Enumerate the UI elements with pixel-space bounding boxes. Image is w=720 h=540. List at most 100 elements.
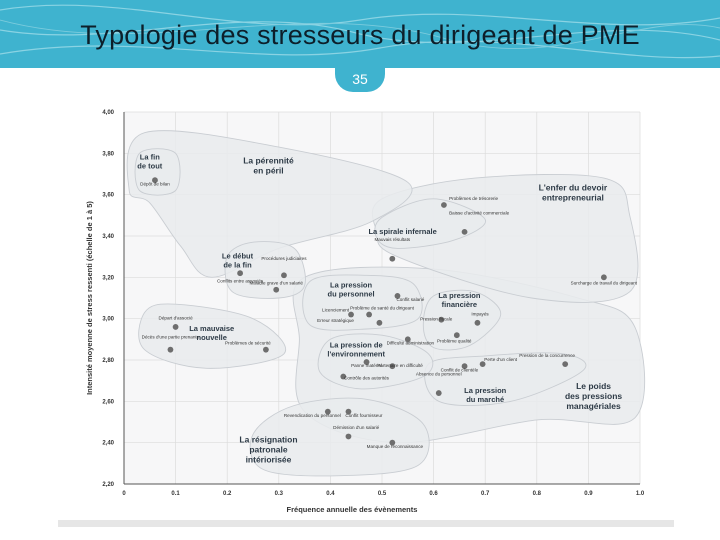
cluster-label-resignation: intériorisée	[246, 455, 292, 465]
cluster-label-resignation: La résignation	[239, 435, 297, 445]
y-tick-label: 2,40	[102, 441, 114, 447]
x-tick-label: 0.1	[171, 491, 180, 497]
banner-wave-pattern	[0, 4, 720, 59]
point-label: Panne matériel	[351, 363, 382, 368]
cluster-label-pressions-manageriales: managériales	[566, 401, 621, 411]
cluster-label-mauvaise-nouvelle: nouvelle	[197, 333, 227, 342]
data-point	[394, 293, 401, 299]
cluster-label-resignation: patronale	[249, 445, 288, 455]
cluster-label-pression-marche: La pression	[464, 386, 507, 395]
data-point	[461, 363, 468, 370]
y-tick-label: 3,60	[102, 193, 114, 199]
point-label: Conflits entre associés	[217, 279, 264, 284]
cluster-label-pression-environnement: La pression de	[330, 341, 383, 350]
cluster-pression-personnel	[302, 274, 423, 331]
y-tick-label: 3,00	[102, 317, 114, 323]
cluster-label-mauvaise-nouvelle: La mauvaise	[189, 324, 234, 333]
cluster-spirale-infernale	[374, 198, 486, 249]
data-point	[562, 361, 569, 368]
data-point	[167, 346, 174, 353]
x-tick-label: 0.3	[275, 491, 284, 497]
cluster-fin-de-tout	[134, 148, 181, 196]
data-point	[389, 255, 396, 262]
data-point	[324, 408, 331, 415]
cluster-perennite	[126, 130, 413, 278]
data-point	[348, 311, 354, 318]
cluster-label-spirale-infernale: La spirale infernale	[368, 227, 436, 236]
data-point	[435, 390, 442, 396]
point-label: Conflit fournisseur	[345, 413, 382, 418]
data-point	[376, 319, 383, 326]
data-point	[404, 336, 411, 343]
point-label: Pression de la concurrence	[519, 353, 575, 358]
point-label: Démission d'un salarié	[333, 425, 380, 430]
cluster-label-pression-financiere: financière	[442, 300, 477, 309]
x-tick-label: 0	[122, 491, 126, 497]
cluster-mauvaise-nouvelle	[138, 303, 287, 369]
data-point	[345, 433, 352, 440]
x-tick-label: 0.7	[481, 491, 490, 497]
data-point	[281, 272, 287, 279]
data-point	[600, 274, 607, 281]
x-tick-label: 0.4	[326, 491, 335, 497]
data-point	[172, 324, 179, 330]
cluster-debut-fin	[224, 241, 306, 299]
cluster-label-fin-de-tout: de tout	[137, 162, 162, 171]
point-label: Licenciement	[322, 307, 350, 312]
point-label: Conflit salarié	[396, 297, 424, 302]
data-point	[152, 177, 158, 184]
data-point	[438, 316, 445, 323]
point-label: Surcharge de travail du dirigeant	[571, 281, 638, 286]
cluster-label-perennite: en péril	[253, 166, 283, 176]
y-tick-label: 2,20	[102, 482, 114, 488]
data-point	[389, 363, 396, 370]
x-tick-label: 0.9	[584, 491, 593, 497]
data-point	[273, 286, 280, 293]
cluster-label-pressions-manageriales: des pressions	[565, 391, 622, 401]
point-label: Problème qualité	[437, 338, 472, 343]
point-label: Impayés	[471, 312, 489, 317]
data-point	[453, 332, 460, 339]
point-label: Départ d'associé	[159, 316, 194, 321]
point-label: Baisse d'activité commerciale	[449, 210, 510, 215]
y-tick-label: 4,00	[102, 110, 114, 116]
point-label: Contrôle des autorités	[344, 376, 390, 381]
cluster-label-enfer-devoir: L'enfer du devoir	[539, 183, 608, 193]
point-label: Conflit de clientèle	[441, 367, 479, 372]
data-point	[474, 319, 481, 326]
point-label: Procédures judiciaires	[261, 256, 307, 261]
chart-bottom-band	[58, 520, 674, 527]
page-number-tab: 35	[335, 68, 385, 92]
data-point	[366, 311, 372, 318]
point-label: Erreur stratégique	[317, 318, 354, 323]
y-tick-label: 3,80	[102, 151, 114, 157]
point-label: Maladie grave d'un salarié	[249, 281, 303, 286]
x-tick-label: 0.2	[223, 491, 232, 497]
data-point	[479, 361, 486, 368]
point-label: Dépôt de bilan	[140, 181, 170, 186]
x-tick-label: 1.0	[636, 491, 645, 497]
data-point	[340, 373, 347, 380]
point-label: Décès d'une partie prenante	[142, 334, 200, 339]
cluster-pression-financiere	[422, 289, 502, 351]
data-point	[461, 228, 468, 235]
point-label: Partenaire en difficulté	[377, 363, 423, 368]
cluster-label-fin-de-tout: La fin	[140, 153, 160, 162]
point-label: Absence du personnel	[416, 372, 462, 377]
x-tick-label: 0.8	[533, 491, 542, 497]
data-point	[389, 439, 396, 446]
point-label: Problèmes de sécurité	[225, 341, 271, 346]
point-label: Problème de santé du dirigeant	[350, 305, 415, 310]
cluster-pression-environnement	[317, 333, 434, 390]
data-point	[237, 270, 244, 277]
data-point	[441, 202, 447, 208]
data-point	[263, 346, 269, 353]
y-tick-label: 3,40	[102, 234, 114, 240]
cluster-label-debut-fin: Le début	[222, 252, 254, 261]
x-tick-label: 0.6	[429, 491, 438, 497]
page-title: Typologie des stresseurs du dirigeant de…	[80, 20, 640, 50]
point-label: Manque de reconnaissance	[367, 444, 424, 449]
y-tick-label: 3,20	[102, 275, 114, 281]
point-label: Revendication du personnel	[284, 413, 341, 418]
